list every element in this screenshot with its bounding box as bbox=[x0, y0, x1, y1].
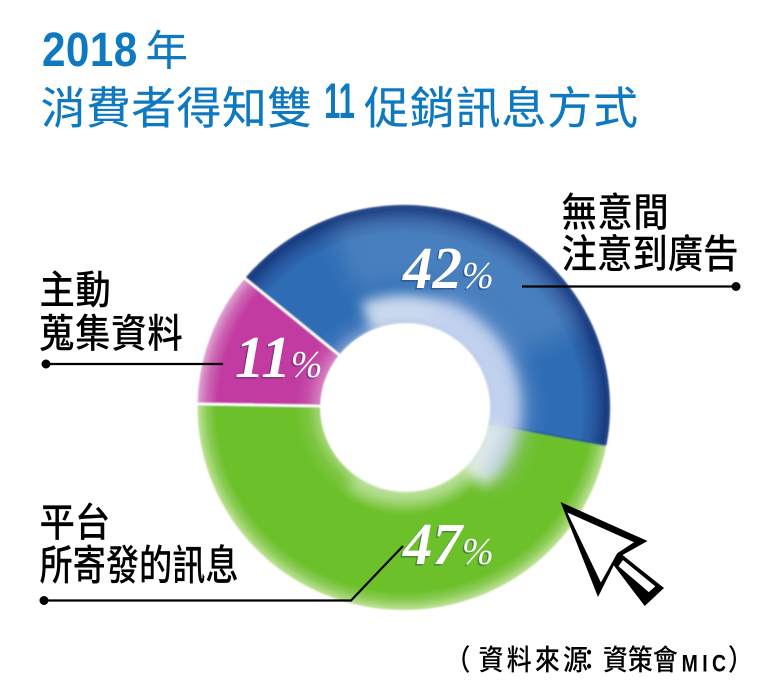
svg-text:42%: 42% bbox=[400, 237, 492, 303]
svg-text:47%: 47% bbox=[402, 511, 494, 577]
svg-text:11: 11 bbox=[324, 73, 355, 129]
svg-text:2018: 2018 bbox=[42, 22, 138, 76]
svg-text:MIC: MIC bbox=[682, 649, 731, 677]
